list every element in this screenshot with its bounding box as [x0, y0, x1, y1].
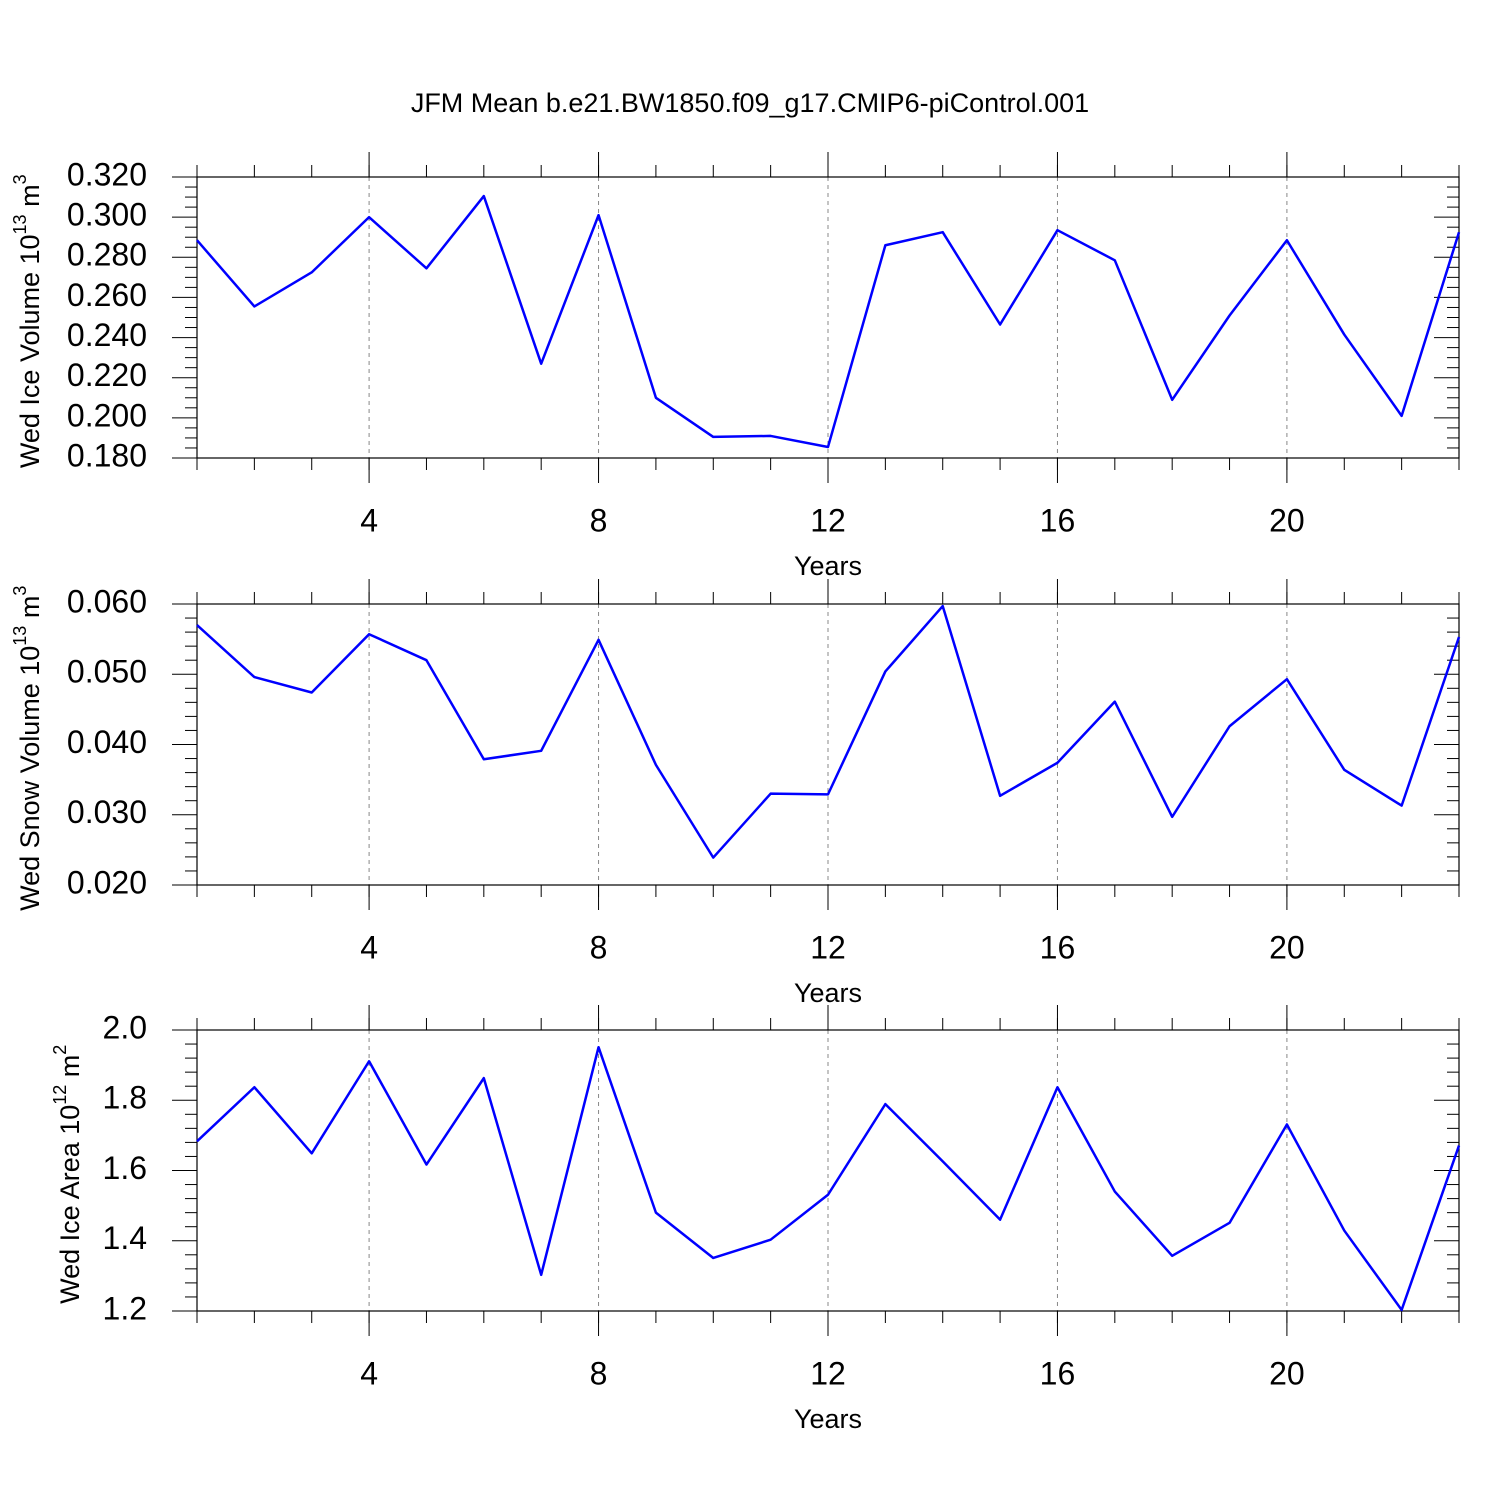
y-axis-title-part: m: [55, 1055, 85, 1078]
y-tick-label: 0.180: [67, 437, 147, 473]
y-axis-title-part: Wed Ice Area 10: [55, 1105, 85, 1304]
y-tick-label: 0.240: [67, 317, 147, 353]
x-tick-label: 16: [1040, 929, 1076, 965]
x-tick-label: 4: [360, 929, 378, 965]
spacer: [55, 1037, 85, 1045]
y-tick-label: 0.300: [67, 197, 147, 233]
y-axis-title-superscript: 2: [50, 1045, 70, 1055]
spacer: [55, 1077, 85, 1085]
y-tick-label: 0.060: [67, 583, 147, 619]
y-tick-label: 0.020: [67, 864, 147, 900]
y-tick-label: 1.2: [103, 1290, 147, 1326]
data-line: [196, 604, 1461, 859]
data-line: [196, 1045, 1461, 1312]
y-axis-title: Wed Ice Volume 1013 m3: [10, 167, 45, 468]
x-tick-label: 20: [1269, 929, 1305, 965]
spacer: [15, 207, 45, 215]
y-tick-label: 0.260: [67, 277, 147, 313]
y-axis-title: Wed Snow Volume 1013 m3: [10, 578, 45, 911]
x-tick-label: 8: [590, 1355, 608, 1391]
x-tick-label: 12: [810, 929, 846, 965]
y-tick-label: 2.0: [103, 1009, 147, 1045]
y-tick-label: 0.040: [67, 724, 147, 760]
x-tick-label: 8: [590, 502, 608, 538]
x-tick-label: 12: [810, 1355, 846, 1391]
y-tick-label: 0.320: [67, 156, 147, 192]
x-tick-label: 16: [1040, 1355, 1076, 1391]
figure-title: JFM Mean b.e21.BW1850.f09_g17.CMIP6-piCo…: [411, 88, 1089, 118]
x-axis-title: Years: [794, 551, 862, 581]
x-axis-title: Years: [794, 1404, 862, 1434]
y-tick-label: 1.4: [103, 1220, 147, 1256]
y-axis-title-superscript: 12: [50, 1085, 70, 1105]
x-axis-title: Years: [794, 978, 862, 1008]
y-axis-title-superscript: 13: [10, 214, 30, 234]
y-tick-label: 0.220: [67, 357, 147, 393]
x-tick-label: 8: [590, 929, 608, 965]
spacer: [15, 618, 45, 626]
x-tick-label: 12: [810, 502, 846, 538]
x-tick-label: 20: [1269, 502, 1305, 538]
y-tick-label: 1.6: [103, 1150, 147, 1186]
y-axis-title-part: m: [15, 184, 45, 207]
y-tick-label: 0.200: [67, 397, 147, 433]
y-tick-label: 0.030: [67, 794, 147, 830]
plot-frame: [196, 603, 1460, 886]
plot-frame: [196, 176, 1460, 459]
y-axis-title-part: Wed Snow Volume 10: [15, 646, 45, 911]
y-axis-title-part: Wed Ice Volume 10: [15, 234, 45, 468]
spacer: [15, 167, 45, 175]
y-tick-label: 0.050: [67, 654, 147, 690]
y-axis-title-superscript: 13: [10, 626, 30, 646]
y-tick-label: 0.280: [67, 237, 147, 273]
plot-frame: [196, 1029, 1460, 1312]
y-axis-title-superscript: 3: [10, 174, 30, 184]
y-axis-title-superscript: 3: [10, 586, 30, 596]
y-axis-title: Wed Ice Area 1012 m2: [50, 1037, 85, 1304]
data-line: [196, 194, 1461, 449]
spacer: [15, 578, 45, 586]
y-tick-label: 1.8: [103, 1080, 147, 1116]
x-tick-label: 4: [360, 502, 378, 538]
y-axis-title-part: m: [15, 596, 45, 619]
x-tick-label: 16: [1040, 502, 1076, 538]
x-tick-label: 20: [1269, 1355, 1305, 1391]
x-tick-label: 4: [360, 1355, 378, 1391]
